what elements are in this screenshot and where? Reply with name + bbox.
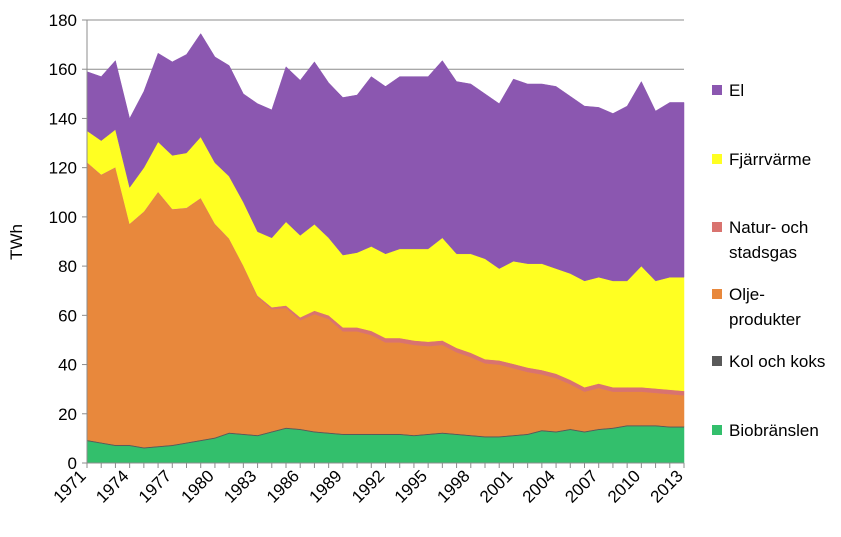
y-tick-label-40: 40 <box>58 356 77 375</box>
y-tick-label-20: 20 <box>58 405 77 424</box>
y-tick-label-180: 180 <box>49 11 77 30</box>
x-tick-label-1971: 1971 <box>50 466 90 506</box>
y-axis-label: TWh <box>7 224 26 260</box>
legend-swatch-kol-och-koks <box>712 356 722 366</box>
x-tick-label-2007: 2007 <box>561 466 601 506</box>
y-tick-label-120: 120 <box>49 159 77 178</box>
area-el <box>86 33 685 282</box>
x-tick-label-1983: 1983 <box>220 466 260 506</box>
x-tick-label-1995: 1995 <box>391 466 431 506</box>
legend-swatch-fjärrvärme <box>712 154 722 164</box>
x-tick-label-1998: 1998 <box>433 466 473 506</box>
y-tick-label-0: 0 <box>68 454 77 473</box>
legend-label-el: El <box>729 81 744 100</box>
legend-label-kol-och-koks: Kol och koks <box>729 352 825 371</box>
x-tick-label-1992: 1992 <box>348 466 388 506</box>
legend-label-fjärrvärme: Fjärrvärme <box>729 150 811 169</box>
legend-swatch-el <box>712 85 722 95</box>
x-tick-label-1977: 1977 <box>135 466 175 506</box>
legend-label-olje-produkter-line2: produkter <box>729 310 801 329</box>
x-tick-labels: 1971 1974 1977 1980 1983 1986 1989 1992 1995 1998… <box>50 466 687 506</box>
x-tick-label-1974: 1974 <box>92 466 132 506</box>
y-tick-label-100: 100 <box>49 208 77 227</box>
x-tick-label-2013: 2013 <box>647 466 687 506</box>
y-tick-label-60: 60 <box>58 306 77 325</box>
x-tick-label-2001: 2001 <box>476 466 516 506</box>
y-tick-label-160: 160 <box>49 60 77 79</box>
area-series <box>86 33 685 464</box>
legend-label-olje-produkter-line1: Olje- <box>729 285 765 304</box>
y-tick-label-80: 80 <box>58 257 77 276</box>
x-tick-label-1980: 1980 <box>178 466 218 506</box>
x-tick-label-2004: 2004 <box>519 466 559 506</box>
y-tick-label-140: 140 <box>49 109 77 128</box>
legend-swatch-biobränslen <box>712 425 722 435</box>
legend-label-natur-och-stadsgas-line1: Natur- och <box>729 218 808 237</box>
legend-label-biobränslen: Biobränslen <box>729 421 819 440</box>
legend: El Fjärrvärme Natur- och stadsgas Olje-produ… <box>712 81 825 440</box>
axes <box>82 19 685 468</box>
legend-label-natur-och-stadsgas-line2: stadsgas <box>729 243 797 262</box>
x-tick-label-2010: 2010 <box>604 466 644 506</box>
legend-swatch-natur-och-stadsgas <box>712 222 722 232</box>
x-tick-label-1989: 1989 <box>306 466 346 506</box>
legend-swatch-olje-produkter <box>712 289 722 299</box>
x-tick-label-1986: 1986 <box>263 466 303 506</box>
y-tick-labels: 0 20 40 60 80 100 120 140 160 180 <box>49 11 77 473</box>
